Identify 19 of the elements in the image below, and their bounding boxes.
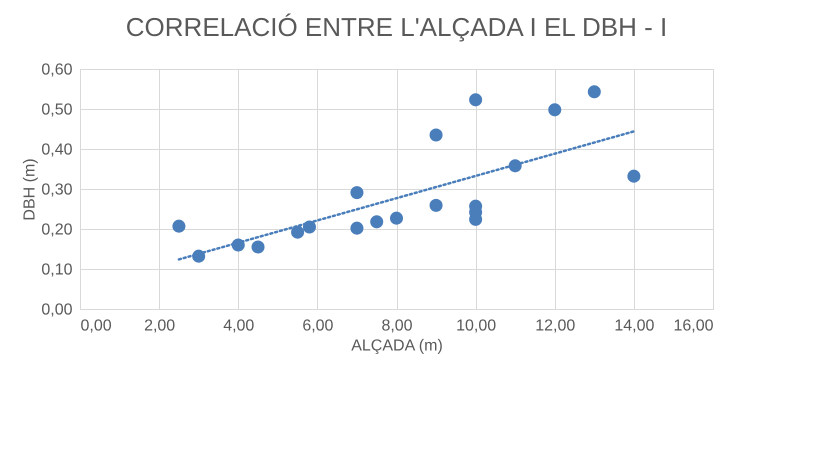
y-tick-label: 0,30 <box>41 182 73 198</box>
y-tick-label: 0,50 <box>41 102 73 118</box>
x-tick-label: 4,00 <box>223 318 254 334</box>
x-tick-label: 8,00 <box>381 318 413 334</box>
x-tick-label: 14,00 <box>614 318 654 334</box>
x-tick-label: 6,00 <box>302 318 334 334</box>
y-tick-label: 0,40 <box>41 142 73 158</box>
x-axis-title: ALÇADA (m) <box>351 338 443 354</box>
x-tick-label: 12,00 <box>535 318 576 334</box>
y-tick-label: 0,10 <box>41 262 73 278</box>
y-tick-label: 0,60 <box>41 62 73 78</box>
x-tick-label: 16,00 <box>673 318 714 334</box>
x-tick-label: 0,00 <box>80 318 112 334</box>
x-tick-label: 2,00 <box>144 318 176 334</box>
y-tick-label: 0,00 <box>41 302 73 318</box>
y-axis-title: DBH (m) <box>21 158 38 221</box>
chart-title: CORRELACIÓ ENTRE L'ALÇADA I EL DBH - I <box>126 12 668 42</box>
x-tick-label: 10,00 <box>456 318 496 334</box>
y-tick-label: 0,20 <box>41 222 73 238</box>
